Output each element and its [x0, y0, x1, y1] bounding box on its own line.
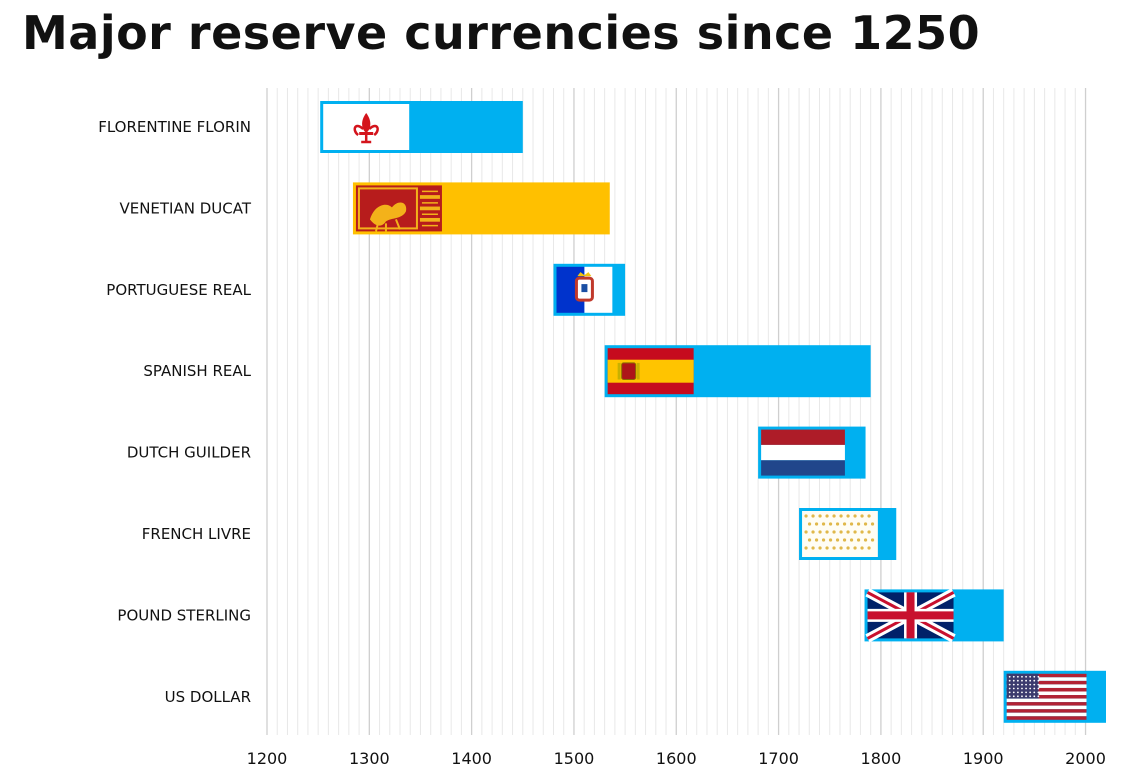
category-label: FLORENTINE FLORIN: [98, 118, 251, 136]
x-tick-label: 2000: [1065, 749, 1106, 768]
bar: [799, 508, 897, 560]
bar: [352, 182, 610, 235]
netherlands-flag-icon: [761, 429, 845, 476]
spain-flag-icon: [607, 348, 694, 395]
x-tick-label: 1400: [451, 749, 492, 768]
bar: [864, 588, 1004, 643]
x-tick-label: 1500: [554, 749, 595, 768]
usa-flag-icon: [1006, 673, 1087, 720]
venice-flag-icon: [355, 185, 442, 232]
category-labels: FLORENTINE FLORIN VENETIAN DUCAT PORTUGUES…: [98, 118, 252, 706]
x-tick-label: 1300: [349, 749, 390, 768]
portugal-flag-icon: [556, 266, 613, 313]
bar: [320, 101, 523, 153]
x-tick-label: 1800: [861, 749, 902, 768]
category-label: POUND STERLING: [117, 606, 251, 624]
x-tick-label: 1200: [247, 749, 288, 768]
tick-labels: 1200 1300 1400 1500 1600 1700 1800 1900 2000: [247, 749, 1106, 768]
bar: [604, 345, 871, 398]
category-label: PORTUGUESE REAL: [106, 281, 251, 299]
category-label: US DOLLAR: [165, 688, 251, 706]
category-label: VENETIAN DUCAT: [119, 199, 251, 217]
x-tick-label: 1900: [963, 749, 1004, 768]
uk-flag-icon: [865, 588, 956, 643]
bars: [320, 101, 1106, 723]
x-tick-label: 1700: [758, 749, 799, 768]
bar: [1003, 670, 1106, 723]
bar: [758, 426, 866, 479]
grid: [266, 88, 1087, 735]
florence-flag-icon: [323, 104, 410, 150]
category-label: SPANISH REAL: [143, 362, 251, 380]
chart-title: Major reserve currencies since 1250: [22, 6, 981, 60]
x-tick-label: 1600: [656, 749, 697, 768]
category-label: DUTCH GUILDER: [127, 444, 251, 462]
bar: [553, 263, 626, 316]
category-label: FRENCH LIVRE: [142, 525, 251, 543]
france-flag-icon: [802, 511, 878, 557]
